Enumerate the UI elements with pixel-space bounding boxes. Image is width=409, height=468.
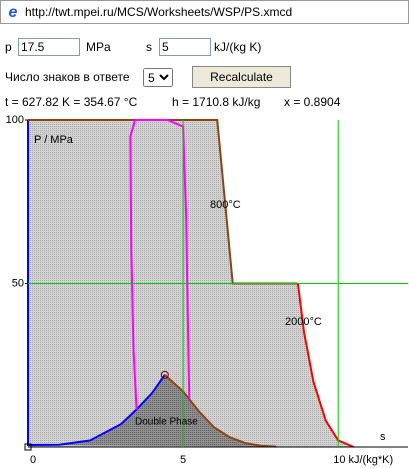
y-axis-label: P / MPa (34, 134, 74, 146)
p-input[interactable] (18, 38, 80, 56)
recalculate-button[interactable]: Recalculate (192, 66, 291, 88)
url[interactable]: http://twt.mpei.ru/MCS/Worksheets/WSP/PS… (25, 5, 293, 19)
s-label: s (146, 40, 152, 54)
s-unit: kJ/(kg K) (214, 40, 262, 54)
result-t: t = 627.82 K = 354.67 °C (5, 95, 138, 109)
address-bar: e http://twt.mpei.ru/MCS/Worksheets/WSP/… (0, 0, 409, 24)
x-tick-label: 10 kJ/(kg*K) (333, 454, 393, 466)
critical-point (160, 370, 169, 379)
result-x: x = 0.8904 (284, 95, 341, 109)
digits-label: Число знаков в ответе (5, 70, 130, 84)
series-line (27, 120, 166, 447)
svg-text:e: e (9, 4, 18, 21)
annotation: Double Phase (135, 417, 198, 428)
result-h: h = 1710.8 kJ/kg (172, 95, 261, 109)
s-input[interactable] (159, 38, 211, 56)
x-axis-label: s (380, 431, 386, 443)
y-tick-label: 50 (12, 277, 24, 289)
two-phase-region (28, 374, 277, 447)
x-tick-label: 5 (180, 454, 186, 466)
digits-select[interactable]: 5 (143, 68, 173, 87)
series-line (164, 374, 277, 448)
p-unit: MPa (86, 40, 111, 54)
x-tick-label: 0 (30, 454, 36, 466)
ie-icon: e (9, 4, 18, 21)
annotation: 800°C (210, 199, 241, 211)
y-tick-label: 100 (6, 114, 24, 126)
series-line (296, 283, 355, 448)
p-label: p (5, 40, 12, 54)
origin-marker (24, 443, 32, 451)
series-line (129, 119, 191, 410)
annotation: 2000°C (285, 316, 322, 328)
